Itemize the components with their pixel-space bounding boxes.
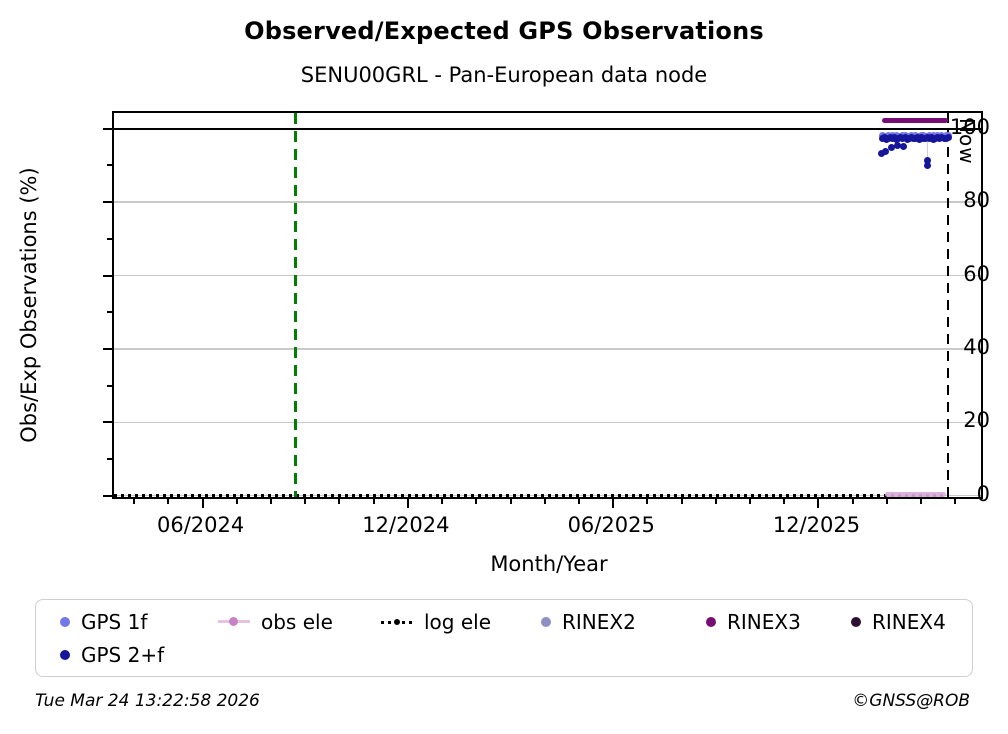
x-axis-label: Month/Year	[490, 552, 608, 576]
x-minor-tick-7	[270, 499, 273, 504]
y-tick-label-60: 60	[963, 261, 990, 286]
legend-item-log-ele: log ele	[381, 610, 541, 634]
x-minor-tick-10	[372, 499, 375, 504]
y-tick-label-100: 100	[949, 114, 990, 139]
legend-item-rinex2: RINEX2	[541, 610, 706, 634]
y-minor-tick-10	[107, 458, 112, 461]
gps-2f-point	[944, 134, 952, 142]
legend-label-rinex2: RINEX2	[562, 609, 636, 634]
y-minor-tick-30	[107, 384, 112, 387]
x-tick-12/2024	[406, 499, 409, 508]
y-minor-tick-70	[107, 237, 112, 240]
y-tick-label-80: 80	[963, 188, 990, 213]
rinex2-marker-icon	[541, 616, 551, 627]
x-minor-tick-26	[920, 499, 923, 504]
x-tick-06/2024	[201, 499, 204, 508]
plot-timestamp: Tue Mar 24 13:22:58 2026	[35, 691, 260, 711]
gridline-40	[114, 348, 981, 350]
y-minor-tick-90	[107, 164, 112, 167]
green-dashed-line	[293, 113, 297, 497]
x-minor-tick-8	[304, 499, 307, 504]
x-minor-tick-27	[954, 499, 957, 504]
legend-label-gps-2f: GPS 2+f	[81, 642, 165, 667]
legend-label-rinex4: RINEX4	[872, 609, 946, 634]
log-ele-marker-icon	[381, 617, 413, 627]
y-minor-tick-50	[107, 311, 112, 314]
reference-line-100	[114, 127, 981, 130]
y-tick-label-0: 0	[976, 481, 990, 506]
y-tick-0	[103, 494, 112, 497]
y-tick-label-20: 20	[963, 408, 990, 433]
x-minor-tick-19	[680, 499, 683, 504]
gridline-80	[114, 201, 981, 203]
x-minor-tick-20	[714, 499, 717, 504]
y-tick-100	[103, 127, 112, 130]
x-minor-tick-16	[577, 499, 580, 504]
x-minor-tick-6	[235, 499, 238, 504]
plot-canvas: Now	[103, 113, 981, 508]
gps-2f-point	[899, 143, 907, 151]
x-minor-tick-4	[167, 499, 170, 504]
gps-2f-point	[923, 161, 931, 169]
y-tick-20	[103, 421, 112, 424]
y-tick-40	[103, 348, 112, 351]
rinex3-segment	[882, 117, 949, 123]
gridline-20	[114, 421, 981, 424]
gps-2f-point	[881, 148, 889, 156]
y-tick-label-40: 40	[963, 335, 990, 360]
plot-area: Now	[103, 111, 983, 508]
x-tick-label-12/2024: 12/2024	[362, 513, 450, 537]
x-minor-tick-12	[441, 499, 444, 504]
gridline-60	[114, 274, 981, 277]
now-dashed-line	[946, 113, 950, 497]
legend-item-gps-1f: GPS 1f	[60, 610, 218, 634]
y-axis-label: Obs/Exp Observations (%)	[17, 167, 41, 443]
now-line-label: Now	[955, 118, 980, 165]
rinex4-marker-icon	[851, 616, 861, 627]
x-minor-tick-15	[543, 499, 546, 504]
x-tick-12/2025	[817, 499, 820, 508]
gps-2f-point	[887, 144, 895, 151]
gps-1f-marker-icon	[60, 616, 70, 627]
x-minor-tick-14	[509, 499, 512, 504]
y-tick-60	[103, 274, 112, 277]
gps-2f-marker-icon	[60, 649, 70, 660]
legend-label-obs-ele: obs ele	[261, 609, 333, 634]
legend-item-obs-ele: obs ele	[218, 610, 381, 634]
legend-item-rinex3: RINEX3	[706, 610, 851, 634]
legend-label-log-ele: log ele	[424, 609, 492, 634]
gps-2f-point	[877, 150, 885, 158]
x-tick-label-12/2025: 12/2025	[772, 513, 861, 537]
x-minor-tick-25	[885, 499, 888, 504]
x-minor-tick-3	[133, 499, 136, 504]
x-minor-tick-18	[646, 499, 649, 504]
obs-ele-segment	[884, 491, 947, 497]
chart-subtitle: SENU00GRL - Pan-European data node	[300, 63, 708, 87]
x-tick-label-06/2024: 06/2024	[156, 513, 245, 537]
legend-label-gps-1f: GPS 1f	[81, 609, 148, 634]
rinex3-marker-icon	[706, 616, 716, 627]
log-ele-line	[114, 493, 949, 497]
chart-title: Observed/Expected GPS Observations	[244, 17, 764, 45]
gps-dip-connector	[926, 138, 929, 165]
copyright-label: ©GNSS@ROB	[852, 691, 970, 711]
x-tick-label-06/2025: 06/2025	[567, 513, 655, 537]
gps-2f-point	[923, 156, 931, 164]
x-minor-tick-21	[749, 499, 752, 504]
x-minor-tick-22	[783, 499, 786, 504]
x-minor-tick-9	[338, 499, 341, 504]
x-tick-06/2025	[612, 499, 615, 508]
x-minor-tick-24	[851, 499, 854, 504]
legend-item-gps-2f: GPS 2+f	[60, 643, 218, 667]
gps-2f-point	[893, 141, 901, 149]
legend-box: GPS 1f obs ele log ele RINEX2 RINEX3 RIN…	[35, 599, 973, 677]
legend-label-rinex3: RINEX3	[727, 609, 801, 634]
legend-item-rinex4: RINEX4	[851, 610, 972, 634]
x-minor-tick-13	[475, 499, 478, 504]
y-tick-80	[103, 201, 112, 204]
obs-ele-marker-icon	[218, 617, 250, 627]
